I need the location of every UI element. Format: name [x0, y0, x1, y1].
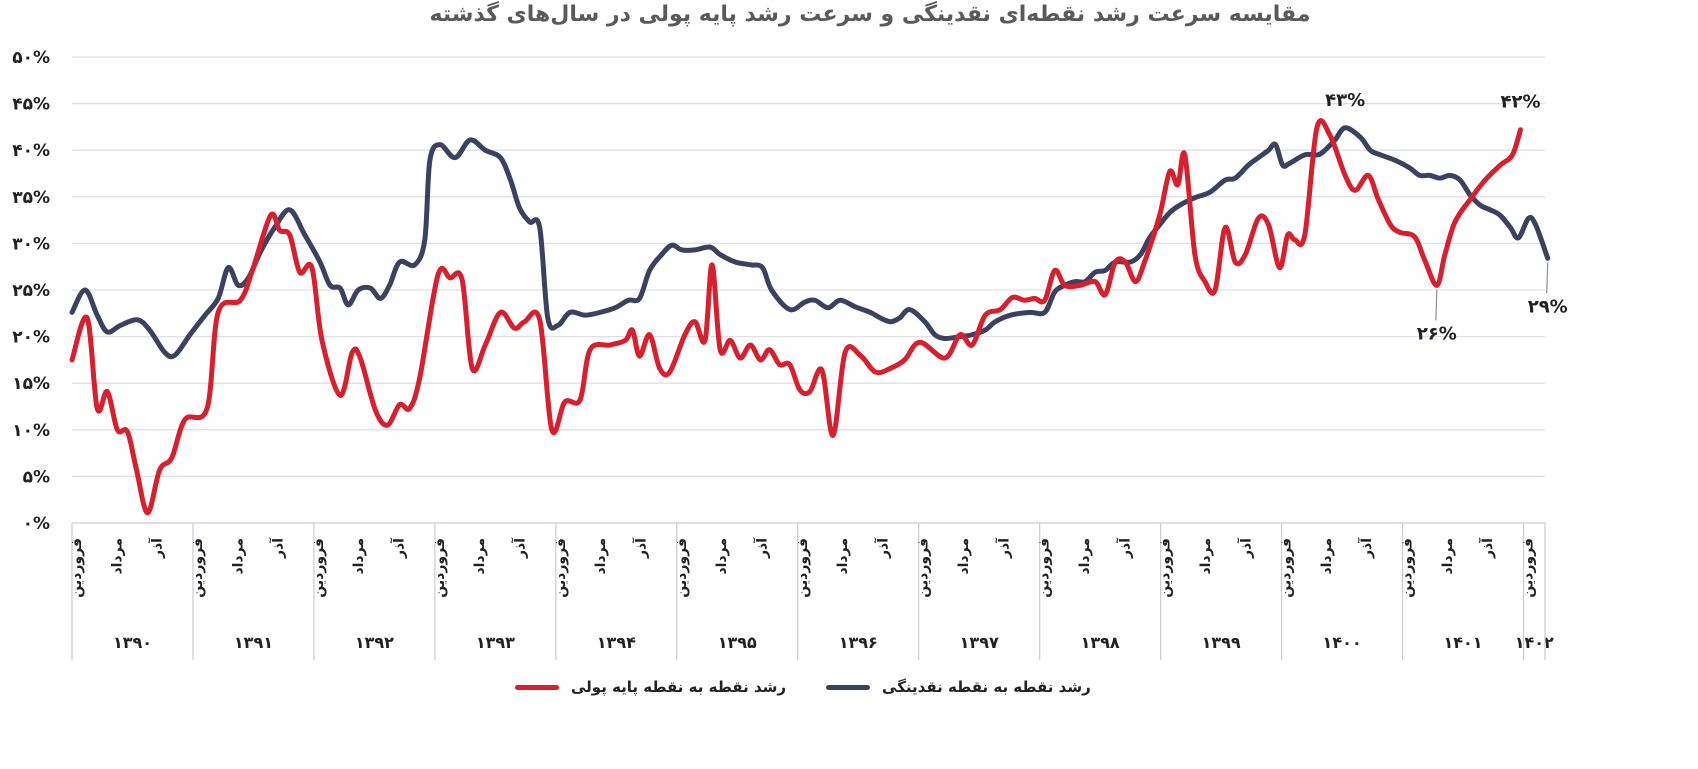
- x-month-label: فروردین: [1037, 538, 1053, 598]
- x-year-label: ۱۳۹۳: [476, 633, 515, 652]
- x-month-label: آذر: [511, 537, 529, 559]
- y-tick-label: ۵%: [23, 467, 50, 487]
- x-year-label: ۱۳۹۹: [1202, 633, 1241, 652]
- chart-title: مقایسه سرعت رشد نقطه‌ای نقدینگی و سرعت ر…: [429, 2, 1311, 27]
- y-tick-label: ۳۵%: [12, 188, 50, 208]
- x-year-label: ۱۳۹۸: [1081, 633, 1120, 652]
- x-month-label: آذر: [1357, 537, 1375, 559]
- y-tick-label: ۴۰%: [12, 141, 50, 161]
- x-month-label: آذر: [873, 537, 891, 559]
- x-year-label: ۱۳۹۱: [234, 633, 273, 652]
- x-month-label: فروردین: [1158, 538, 1174, 598]
- data-label: ۲۹%: [1528, 296, 1568, 317]
- x-month-label: آذر: [269, 537, 287, 559]
- x-month-label: مرداد: [1440, 538, 1456, 575]
- y-tick-label: ۰%: [23, 514, 50, 534]
- x-month-label: آذر: [1236, 537, 1254, 559]
- line-chart: ۰% ۵% ۱۰% ۱۵% ۲۰% ۲۵% ۳۰% ۳۵% ۴۰% ۴۵% ۵۰% ۱۳۹۰ فرور…: [12, 48, 1568, 660]
- legend-item-liquidity: رشد نقطه به نقطه نقدینگی: [826, 678, 1091, 696]
- y-axis-ticks: ۰% ۵% ۱۰% ۱۵% ۲۰% ۲۵% ۳۰% ۳۵% ۴۰% ۴۵% ۵۰%: [12, 48, 50, 534]
- x-year-label: ۱۳۹۲: [355, 633, 394, 652]
- data-label: ۴۳%: [1325, 90, 1365, 111]
- x-month-label: آذر: [148, 537, 166, 559]
- x-month-label: آذر: [994, 537, 1012, 559]
- x-month-label: فروردین: [916, 538, 932, 598]
- x-month-label: فروردین: [311, 538, 327, 598]
- series-line-monetary-base: [69, 118, 1523, 516]
- x-month-label: مرداد: [230, 538, 246, 575]
- legend-swatch-red: [515, 684, 559, 690]
- x-month-label: مرداد: [109, 538, 125, 575]
- leader-line: [1546, 262, 1549, 294]
- x-month-label: مرداد: [351, 538, 367, 575]
- x-month-label: فروردین: [1400, 538, 1416, 598]
- x-month-label: مرداد: [714, 538, 730, 575]
- series-lines: [69, 118, 1551, 516]
- x-month-label: مرداد: [593, 538, 609, 575]
- x-month-label: فروردین: [553, 538, 569, 598]
- series-line-liquidity: [69, 125, 1551, 360]
- x-month-label: مرداد: [835, 538, 851, 575]
- y-tick-label: ۲۰%: [12, 328, 50, 348]
- x-month-label: مرداد: [1319, 538, 1335, 575]
- y-tick-label: ۱۰%: [12, 421, 50, 441]
- gridlines: [72, 56, 1545, 524]
- x-month-label: فروردین: [1279, 538, 1295, 598]
- x-month-label: آذر: [1115, 537, 1133, 559]
- x-year-label: ۱۳۹۷: [960, 633, 999, 652]
- legend-item-monetary-base: رشد نقطه به نقطه پایه پولی: [515, 678, 786, 696]
- x-month-label: مرداد: [956, 538, 972, 575]
- x-month-label: آذر: [390, 537, 408, 559]
- x-month-label: مرداد: [1077, 538, 1093, 575]
- x-year-label: ۱۴۰۱: [1444, 633, 1483, 652]
- x-month-label: فروردین: [795, 538, 811, 598]
- x-month-label: فروردین: [190, 538, 206, 598]
- x-month-label: فروردین: [674, 538, 690, 598]
- legend-label: رشد نقطه به نقطه پایه پولی: [571, 678, 787, 696]
- y-tick-label: ۲۵%: [12, 281, 50, 301]
- x-month-label: فروردین: [1521, 538, 1537, 598]
- x-year-label: ۱۳۹۶: [839, 633, 878, 652]
- x-month-label: مرداد: [472, 538, 488, 575]
- data-label: ۲۶%: [1417, 323, 1457, 344]
- x-month-label: آذر: [631, 537, 649, 559]
- x-axis: ۱۳۹۰ فروردین مرداد آذر ۱۳۹۱ فروردین مرداد آذر ۱۳…: [69, 523, 1554, 660]
- x-year-label: ۱۴۰۲: [1515, 633, 1554, 652]
- leader-line: [1435, 289, 1438, 321]
- y-tick-label: ۳۰%: [12, 234, 50, 254]
- legend-swatch-navy: [826, 684, 871, 690]
- y-tick-label: ۵۰%: [12, 48, 50, 68]
- x-month-label: فروردین: [432, 538, 448, 598]
- x-year-label: ۱۳۹۰: [113, 633, 152, 652]
- x-month-label: آذر: [1478, 537, 1496, 559]
- y-tick-label: ۴۵%: [12, 95, 50, 115]
- x-year-label: ۱۴۰۰: [1323, 633, 1362, 652]
- x-month-label: آذر: [752, 537, 770, 559]
- annotations: ۴۳% ۴۲% ۲۶% ۲۹%: [1325, 90, 1568, 345]
- legend: رشد نقطه به نقطه پایه پولی رشد نقطه به ن…: [515, 678, 1117, 696]
- y-tick-label: ۱۵%: [12, 374, 50, 394]
- x-month-label: مرداد: [1198, 538, 1214, 575]
- legend-label: رشد نقطه به نقطه نقدینگی: [882, 678, 1091, 696]
- data-label: ۴۲%: [1500, 92, 1540, 113]
- x-year-label: ۱۳۹۵: [718, 633, 757, 652]
- x-year-label: ۱۳۹۴: [597, 633, 636, 652]
- x-month-label: فروردین: [69, 538, 85, 598]
